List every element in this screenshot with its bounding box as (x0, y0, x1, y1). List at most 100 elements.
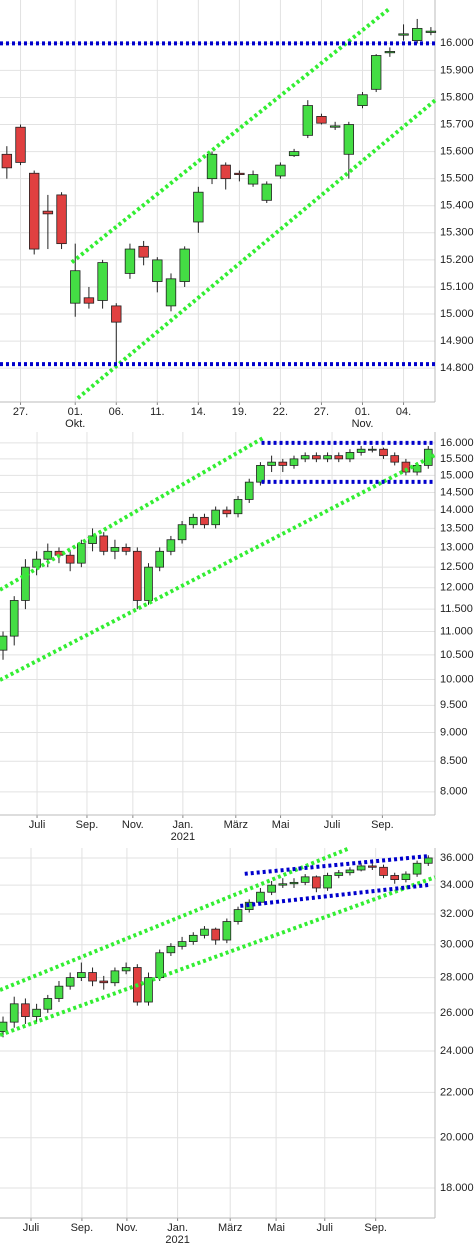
candle-body (32, 1008, 41, 1017)
candle-body (220, 164, 231, 180)
candle-body (345, 452, 355, 460)
candle-body (256, 891, 265, 903)
candle-body (200, 516, 209, 526)
x-tick-label: Mai (272, 819, 290, 831)
candle-body (288, 151, 300, 157)
candle-body (99, 980, 109, 984)
candle-body (267, 884, 276, 893)
x-tick-label: 11. (150, 406, 164, 418)
trend-line (0, 435, 266, 592)
trend-line (0, 875, 436, 1037)
candle-body (43, 550, 53, 560)
candle-body (21, 566, 30, 601)
candle-body (401, 873, 411, 880)
y-tick-label: 15.000 (440, 469, 474, 481)
y-tick-label: 15.200 (440, 254, 474, 266)
candle-body (267, 461, 276, 466)
y-tick-label: 11.500 (440, 603, 473, 615)
x-tick-label: Jan. (167, 1222, 188, 1234)
x-tick-label: 01. (355, 406, 370, 418)
candle-body (9, 600, 19, 637)
candle-body (70, 270, 81, 304)
y-tick-label: 15.500 (440, 173, 474, 185)
candle-body (312, 876, 321, 889)
candle-body (425, 30, 437, 33)
x-tick-label: Juli (23, 1222, 40, 1234)
candle-body (99, 535, 109, 552)
candle-body (43, 998, 53, 1010)
x-tick-label: Juli (324, 819, 341, 831)
candle-body (177, 941, 187, 947)
x-tick-label: Jan. (172, 819, 193, 831)
x-tick-sublabel: Okt. (65, 418, 85, 430)
y-tick-label: 15.700 (440, 118, 474, 130)
y-tick-label: 14.500 (440, 486, 474, 498)
candle-body (334, 455, 344, 460)
y-tick-label: 10.000 (440, 673, 474, 685)
candle-body (138, 245, 149, 258)
candle-body (390, 875, 400, 880)
x-tick-label: 04. (396, 406, 411, 418)
candle-body (88, 972, 97, 982)
candle-body (121, 547, 131, 552)
y-tick-label: 24.000 (440, 1045, 474, 1057)
candle-body (21, 1003, 30, 1017)
candle-body (379, 448, 388, 457)
candle-body (132, 550, 142, 601)
x-tick-label: Nov. (122, 819, 144, 831)
candle-body (300, 876, 310, 883)
candle-body (356, 448, 366, 453)
candle-body (289, 458, 299, 466)
x-tick-label: Sep. (71, 1222, 94, 1234)
x-tick-label: Sep. (364, 1222, 387, 1234)
candle-body (155, 952, 165, 979)
candle-body (312, 455, 321, 460)
candle-body (398, 33, 409, 36)
y-tick-label: 28.000 (440, 972, 474, 984)
candle-body (9, 1003, 19, 1023)
y-tick-label: 15.800 (440, 91, 474, 103)
y-tick-label: 32.000 (440, 908, 474, 920)
trend-line (240, 882, 430, 908)
x-tick-label: Sep. (371, 819, 394, 831)
candle-body (300, 455, 310, 460)
y-tick-label: 34.000 (440, 879, 474, 891)
candle-body (179, 248, 190, 282)
y-tick-label: 14.800 (440, 362, 474, 374)
x-tick-label: 27. (13, 406, 28, 418)
candle-body (32, 558, 41, 568)
y-tick-label: 8.500 (440, 755, 468, 767)
candle-body (42, 210, 54, 215)
candle-body (256, 465, 265, 483)
candle-body (390, 455, 400, 463)
candle-body (368, 448, 377, 451)
candle-body (144, 566, 153, 601)
x-tick-sublabel: 2021 (165, 1234, 189, 1246)
x-tick-label: Sep. (76, 819, 99, 831)
candle-body (111, 305, 122, 323)
y-tick-label: 8.000 (440, 786, 468, 798)
trend-line (0, 453, 436, 682)
candle-body (278, 461, 288, 466)
candle-body (233, 909, 243, 922)
candle-body (188, 516, 198, 526)
x-tick-label: 01. (68, 406, 83, 418)
candle-body (0, 1021, 8, 1032)
candle-body (152, 259, 163, 282)
candle-body (356, 865, 366, 871)
candle-body (334, 872, 344, 876)
x-tick-label: 27. (314, 406, 329, 418)
candle-body (83, 297, 95, 304)
trend-line (70, 6, 392, 264)
y-tick-label: 9.000 (440, 726, 468, 738)
x-tick-label: März (218, 1222, 242, 1234)
x-tick-label: 14. (191, 406, 206, 418)
trend-line (244, 853, 430, 876)
y-tick-label: 18.000 (440, 1182, 474, 1194)
candle-body (233, 499, 243, 515)
y-tick-label: 22.000 (440, 1086, 474, 1098)
candle-body (357, 94, 368, 106)
candle-body (165, 278, 177, 307)
candle-body (193, 191, 204, 223)
